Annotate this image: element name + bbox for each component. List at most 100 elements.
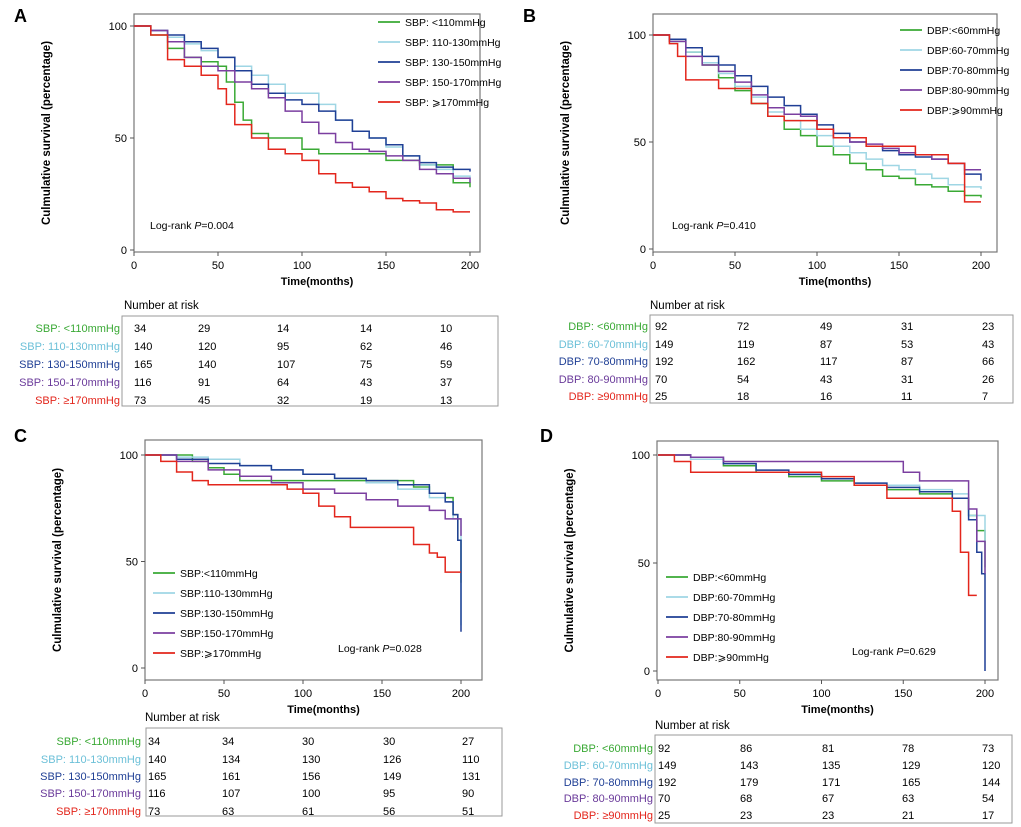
x-axis-label: Time(months) <box>281 276 354 288</box>
y-tick-label: 0 <box>132 663 138 675</box>
risk-cell: 192 <box>655 356 673 368</box>
panel-letter: B <box>523 6 536 26</box>
risk-cell: 120 <box>982 760 1000 772</box>
risk-cell: 37 <box>440 377 452 389</box>
risk-cell: 29 <box>198 323 210 335</box>
risk-cell: 116 <box>148 788 166 800</box>
legend-label: DBP:80-90mmHg <box>927 85 1009 97</box>
x-tick-label: 150 <box>890 260 908 272</box>
risk-cell: 140 <box>198 359 216 371</box>
risk-cell: 130 <box>302 754 320 766</box>
risk-cell: 34 <box>134 323 146 335</box>
risk-cell: 64 <box>277 377 289 389</box>
risk-cell: 116 <box>134 377 152 389</box>
logrank-part: P <box>896 646 903 658</box>
legend-label: SBP: 110-130mmHg <box>405 37 501 49</box>
risk-cell: 19 <box>360 395 372 407</box>
x-tick-label: 0 <box>142 688 148 700</box>
x-tick-label: 0 <box>131 260 137 272</box>
y-tick-label: 100 <box>109 21 127 33</box>
logrank-part: Log-rank <box>852 646 896 658</box>
logrank-part: Log-rank <box>672 220 716 232</box>
risk-cell: 23 <box>740 810 752 822</box>
risk-row-label: DBP: ≥90mmHg <box>569 391 648 403</box>
risk-cell: 149 <box>658 760 676 772</box>
x-tick-label: 200 <box>461 260 479 272</box>
risk-cell: 72 <box>737 321 749 333</box>
survival-curve-2 <box>653 34 982 190</box>
risk-cell: 171 <box>822 777 840 789</box>
risk-cell: 23 <box>822 810 834 822</box>
risk-cell: 192 <box>658 777 676 789</box>
risk-row-label: DBP: 60-70mmHg <box>559 339 648 351</box>
risk-cell: 16 <box>820 391 832 403</box>
risk-cell: 149 <box>383 771 401 783</box>
y-axis-label: Culmulative survival (percentage) <box>560 41 572 225</box>
risk-cell: 119 <box>737 339 755 351</box>
plot-frame <box>144 439 483 681</box>
risk-cell: 149 <box>655 339 673 351</box>
logrank-part: P <box>716 220 723 232</box>
risk-row-label: DBP: 80-90mmHg <box>564 793 653 805</box>
risk-cell: 110 <box>462 754 480 766</box>
risk-cell: 73 <box>134 395 146 407</box>
risk-table-frame <box>145 727 503 817</box>
x-tick-label: 100 <box>812 688 830 700</box>
risk-row-label: SBP: <110mmHg <box>36 323 120 335</box>
risk-cell: 11 <box>901 391 912 403</box>
risk-cell: 75 <box>360 359 372 371</box>
panel-letter: C <box>14 426 27 446</box>
risk-row-label: SBP: 150-170mmHg <box>40 788 141 800</box>
risk-cell: 165 <box>148 771 166 783</box>
risk-row-label: DBP: ≥90mmHg <box>574 810 653 822</box>
legend-label: SBP: 130-150mmHg <box>405 57 501 69</box>
risk-cell: 54 <box>982 793 994 805</box>
risk-table-frame <box>121 315 499 407</box>
risk-cell: 46 <box>440 341 452 353</box>
risk-cell: 66 <box>982 356 994 368</box>
risk-table-title: Number at risk <box>124 300 199 312</box>
legend-label: DBP:70-80mmHg <box>693 612 775 624</box>
risk-cell: 43 <box>360 377 372 389</box>
logrank-part: P <box>194 220 201 232</box>
x-tick-label: 200 <box>972 260 990 272</box>
risk-table-title: Number at risk <box>650 300 725 312</box>
risk-cell: 7 <box>982 391 988 403</box>
risk-cell: 26 <box>982 374 994 386</box>
risk-cell: 162 <box>737 356 755 368</box>
risk-cell: 129 <box>902 760 920 772</box>
logrank-part: =0.004 <box>201 220 234 232</box>
risk-cell: 73 <box>148 806 160 818</box>
risk-cell: 107 <box>277 359 295 371</box>
x-tick-label: 100 <box>294 688 312 700</box>
risk-cell: 126 <box>383 754 401 766</box>
survival-curve-3 <box>145 454 462 632</box>
risk-cell: 87 <box>820 339 832 351</box>
legend-label: DBP:<60mmHg <box>927 25 1000 37</box>
logrank-part: Log-rank <box>150 220 194 232</box>
legend-label: SBP: ⩾170mmHg <box>405 97 489 109</box>
risk-cell: 53 <box>901 339 913 351</box>
risk-cell: 92 <box>655 321 667 333</box>
risk-cell: 143 <box>740 760 758 772</box>
legend-label: DBP:80-90mmHg <box>693 632 775 644</box>
logrank-annotation: Log-rank P=0.004 <box>150 220 234 232</box>
panel-b: B 0 50 100 0 50 100 150 200 Time(months) Culmulati… <box>523 6 1014 404</box>
risk-row-label: SBP: ≥170mmHg <box>56 806 141 818</box>
y-axis-label: Culmulative survival (percentage) <box>52 468 64 652</box>
risk-cell: 23 <box>982 321 994 333</box>
y-tick-label: 0 <box>644 666 650 678</box>
survival-curve-4 <box>658 454 986 574</box>
risk-cell: 63 <box>902 793 914 805</box>
logrank-part: =0.629 <box>903 646 936 658</box>
risk-cell: 56 <box>383 806 395 818</box>
risk-cell: 95 <box>383 788 395 800</box>
risk-row-label: SBP: <110mmHg <box>57 736 141 748</box>
y-tick-label: 100 <box>120 450 138 462</box>
logrank-part: Log-rank <box>338 643 382 655</box>
x-tick-label: 0 <box>655 688 661 700</box>
logrank-annotation: Log-rank P=0.410 <box>672 220 756 232</box>
risk-cell: 67 <box>822 793 834 805</box>
risk-cell: 179 <box>740 777 758 789</box>
